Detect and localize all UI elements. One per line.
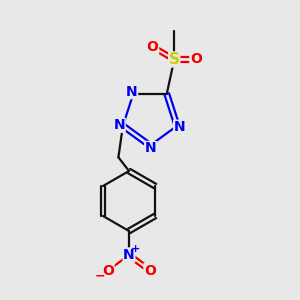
Text: N: N: [113, 118, 125, 132]
Text: N: N: [126, 85, 138, 98]
Text: +: +: [131, 244, 140, 254]
Text: O: O: [102, 264, 114, 278]
Text: O: O: [147, 40, 159, 54]
Text: N: N: [123, 248, 135, 262]
Text: S: S: [169, 52, 180, 67]
Text: N: N: [145, 142, 156, 155]
Text: O: O: [144, 264, 156, 278]
Text: N: N: [174, 120, 185, 134]
Text: O: O: [190, 52, 202, 66]
Text: −: −: [94, 269, 105, 283]
